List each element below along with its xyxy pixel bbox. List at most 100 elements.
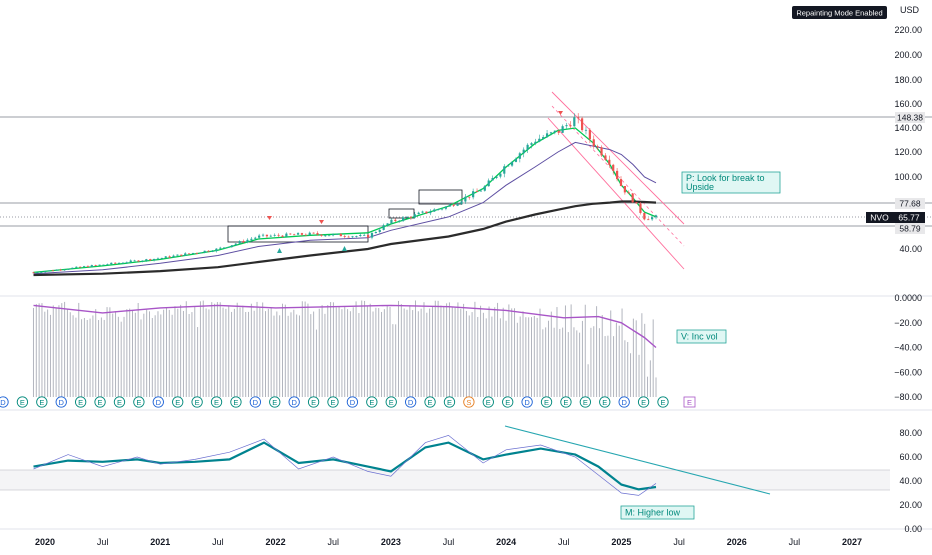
candle-body (47, 270, 51, 272)
candle-body (600, 147, 603, 156)
candle-body (612, 164, 615, 171)
candle-body (258, 235, 261, 238)
event-marker-label: E (563, 398, 568, 407)
candle-body (604, 155, 607, 160)
candle-body (616, 170, 619, 180)
candle-body (483, 186, 486, 191)
event-marker-circle (230, 396, 242, 408)
candle-body (366, 234, 370, 238)
volume-ma-line (33, 304, 657, 349)
time-axis-label: 2027 (842, 537, 862, 547)
symbol-tag (866, 212, 893, 223)
candle-body (110, 262, 113, 265)
consolidation-box[interactable] (388, 208, 415, 219)
candle-body (569, 125, 572, 127)
candle-body (472, 191, 475, 198)
event-marker-circle (55, 396, 67, 408)
candle-body (277, 234, 280, 236)
candle-body (285, 233, 288, 237)
future-event-label: E (687, 398, 692, 407)
event-marker-circle (560, 396, 572, 408)
volume-axis-tick: −20.00 (894, 318, 922, 328)
candle-body (308, 232, 311, 236)
candle-body (394, 219, 397, 222)
candle-body (475, 191, 479, 193)
fast_ma-line (33, 127, 657, 274)
candle-body (226, 246, 230, 248)
candle-body (242, 241, 245, 243)
event-marker-label: D (291, 398, 297, 407)
candles-group (32, 113, 658, 274)
candle-body (335, 233, 339, 235)
candle-body (433, 209, 436, 212)
event-marker-circle (502, 396, 514, 408)
candle-body (635, 202, 638, 204)
candle-body (429, 211, 432, 214)
candle-body (370, 233, 374, 238)
price-annotation-line1: P: Look for break to (686, 173, 765, 183)
event-marker-label: E (428, 398, 433, 407)
candle-body (417, 212, 420, 215)
candle-body (207, 250, 210, 252)
candle-body (293, 234, 296, 236)
event-marker-label: E (602, 398, 607, 407)
event-marker-circle (36, 396, 48, 408)
time-axis-label: Jul (212, 537, 224, 547)
event-marker-circle (307, 396, 320, 408)
event-marker-circle (327, 396, 339, 408)
candle-body (421, 211, 424, 213)
repainting-badge-text: Repainting Mode Enabled (796, 9, 882, 18)
buy-signal-marker (277, 248, 282, 253)
candle-body (608, 159, 611, 165)
candle-body (347, 236, 350, 238)
time-axis-label: Jul (443, 537, 455, 547)
event-marker-label: D (524, 398, 530, 407)
event-marker-label: D (621, 398, 627, 407)
last-price-text: 65.77 (898, 213, 920, 223)
rsi-annotation-box[interactable] (620, 505, 695, 520)
candle-body (180, 254, 183, 256)
channel-lower-line[interactable] (547, 117, 685, 270)
event-marker-label: D (350, 398, 356, 407)
resistance-price-text: 148.38 (897, 113, 923, 123)
candle-body (312, 232, 315, 234)
candle-body (507, 165, 510, 167)
event-marker-circle (443, 396, 456, 408)
candle-body (565, 125, 568, 127)
candle-body (86, 266, 90, 268)
event-marker-circle (94, 396, 106, 408)
time-axis[interactable]: 2020 Jul 2021 Jul 2022 Jul 2023 Jul 2024 Jul 2025 J… (35, 537, 862, 547)
candle-body (102, 264, 105, 266)
candle-body (117, 262, 121, 264)
volume-annotation-box[interactable] (676, 329, 727, 344)
rsi-axis-tick: 60.00 (899, 452, 922, 462)
time-axis-label: Jul (673, 537, 685, 547)
price-annotation-box[interactable] (681, 171, 781, 194)
candle-body (588, 129, 591, 140)
consolidation-box[interactable] (418, 189, 463, 205)
candle-body (215, 248, 218, 252)
candle-body (211, 251, 214, 252)
event-marker-label: E (175, 398, 180, 407)
event-marker-label: E (20, 398, 25, 407)
candle-body (168, 256, 171, 258)
candle-body (331, 234, 335, 236)
rsi-trendline[interactable] (504, 425, 771, 495)
event-marker-label: D (253, 398, 259, 407)
channel-upper-line[interactable] (551, 91, 685, 225)
candle-body (289, 233, 292, 235)
candle-body (160, 257, 163, 259)
candle-body (413, 214, 416, 218)
candle-body (534, 141, 537, 144)
candle-body (176, 254, 179, 256)
candle-body (351, 236, 354, 238)
event-marker-circle (249, 396, 262, 408)
event-marker-circle (657, 396, 669, 408)
candle-body (452, 204, 455, 206)
volume-axis-tick: −60.00 (894, 367, 922, 377)
rsi-axis[interactable]: 80.00 60.00 40.00 20.00 0.00 (899, 428, 922, 534)
volume-axis[interactable]: 0.0000 −20.00 −40.00 −60.00 −80.00 (894, 293, 922, 402)
event-marker-label: E (369, 398, 374, 407)
